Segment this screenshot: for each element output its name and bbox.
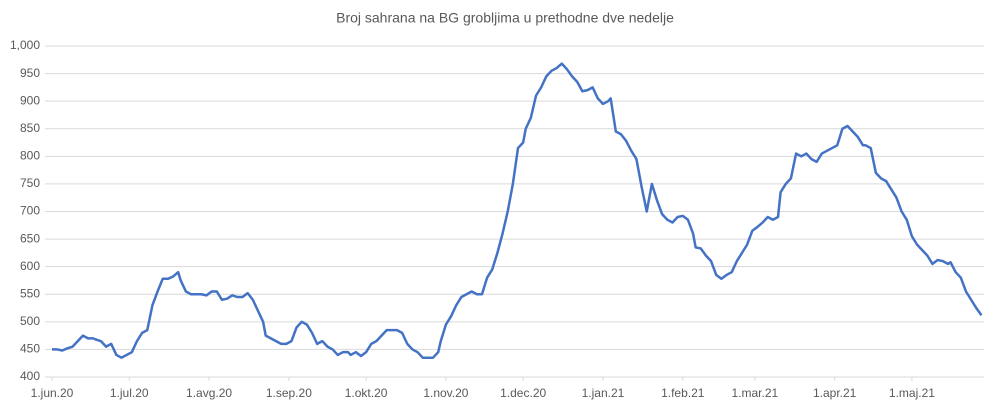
y-tick-label: 500 — [20, 314, 40, 328]
y-tick-label: 750 — [20, 176, 40, 190]
y-tick-label: 400 — [20, 369, 40, 383]
x-tick-label: 1.nov.20 — [423, 386, 468, 400]
chart-title: Broj sahrana na BG grobljima u prethodne… — [336, 10, 674, 26]
y-tick-label: 1,000 — [10, 38, 40, 52]
x-tick-label: 1.avg.20 — [186, 386, 232, 400]
y-tick-label: 900 — [20, 93, 40, 107]
x-tick-label: 1.maj.21 — [889, 386, 935, 400]
y-tick-label: 450 — [20, 342, 40, 356]
x-tick-label: 1.mar.21 — [732, 386, 779, 400]
y-tick-label: 800 — [20, 149, 40, 163]
y-tick-label: 700 — [20, 204, 40, 218]
x-tick-label: 1.jan.21 — [582, 386, 625, 400]
x-tick-label: 1.okt.20 — [345, 386, 388, 400]
y-tick-label: 600 — [20, 259, 40, 273]
x-tick-label: 1.sep.20 — [266, 386, 312, 400]
x-tick-label: 1.dec.20 — [500, 386, 546, 400]
y-tick-label: 650 — [20, 231, 40, 245]
x-tick-label: 1.jul.20 — [110, 386, 149, 400]
x-tick-label: 1.jun.20 — [31, 386, 74, 400]
y-tick-label: 550 — [20, 286, 40, 300]
x-tick-label: 1.apr.21 — [813, 386, 857, 400]
y-tick-label: 950 — [20, 66, 40, 80]
y-tick-label: 850 — [20, 121, 40, 135]
x-tick-label: 1.feb.21 — [661, 386, 705, 400]
data-line — [52, 62, 983, 359]
